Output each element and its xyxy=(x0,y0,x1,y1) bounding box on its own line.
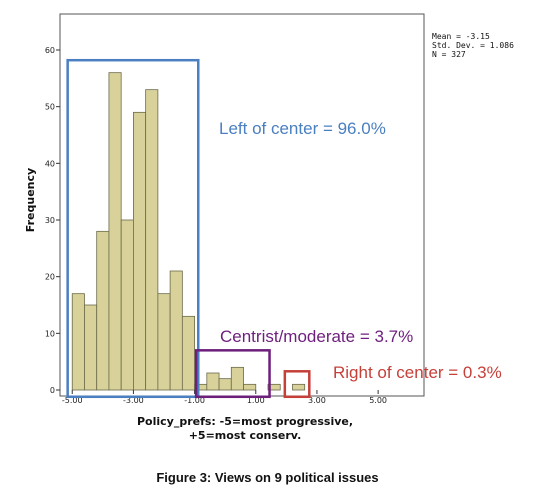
histogram-bar-8 xyxy=(169,270,183,391)
x-tick-label-5.00: 5.00 xyxy=(369,396,387,405)
annotation-label-1: Centrist/moderate = 3.7% xyxy=(220,327,413,346)
x-tick-label-1.00: 1.00 xyxy=(247,396,265,405)
y-axis: 0 10 20 30 40 50 60 xyxy=(45,46,60,395)
y-tick-label-20: 20 xyxy=(45,273,55,282)
x-tick-label--3.00: -3.00 xyxy=(123,396,144,405)
histogram-bar-12 xyxy=(218,378,232,391)
histogram-bar-1 xyxy=(84,304,98,391)
histogram-bar-9 xyxy=(181,315,195,391)
annotation-label-0: Left of center = 96.0% xyxy=(219,119,386,138)
histogram-chart: 0 10 20 30 40 50 60 -5.00 -3.00 -1.00 1.00 3.00 5.0… xyxy=(24,13,514,442)
histogram-bar-13 xyxy=(230,366,244,391)
x-axis-title-line1: Policy_prefs: -5=most progressive, xyxy=(137,415,353,428)
x-tick-label-3.00: 3.00 xyxy=(308,396,326,405)
x-tick-label--5.00: -5.00 xyxy=(62,396,83,405)
stats-line-1: Std. Dev. = 1.086 xyxy=(432,41,514,50)
annotation-box-1 xyxy=(194,349,271,399)
histogram-bar-11 xyxy=(206,372,220,391)
bars-group xyxy=(71,72,306,391)
histogram-bar-0 xyxy=(71,293,85,391)
y-axis-title: Frequency xyxy=(24,168,37,232)
annotations-group: Left of center = 96.0% Centrist/moderate … xyxy=(66,58,502,399)
histogram-bar-3 xyxy=(108,72,122,391)
histogram-bar-15 xyxy=(267,383,281,391)
histogram-bar-4 xyxy=(120,219,134,391)
annotation-box-0 xyxy=(66,58,200,399)
x-tick-label--1.00: -1.00 xyxy=(184,396,205,405)
annotation-label-2: Right of center = 0.3% xyxy=(333,363,502,382)
y-tick-label-10: 10 xyxy=(45,329,55,338)
figure-caption: Figure 3: Views on 9 political issues xyxy=(156,470,379,485)
y-tick-label-40: 40 xyxy=(45,159,55,168)
x-axis: -5.00 -3.00 -1.00 1.00 3.00 5.00 xyxy=(62,390,387,405)
histogram-bar-7 xyxy=(157,293,171,391)
y-tick-label-0: 0 xyxy=(50,386,55,395)
y-tick-label-60: 60 xyxy=(45,46,55,55)
histogram-bar-2 xyxy=(96,230,110,391)
histogram-bar-6 xyxy=(145,89,159,391)
annotation-box-2 xyxy=(283,370,311,399)
stats-line-0: Mean = -3.15 xyxy=(432,32,490,41)
histogram-bar-5 xyxy=(133,111,147,391)
histogram-bar-16 xyxy=(292,383,306,391)
y-tick-label-30: 30 xyxy=(45,216,55,225)
y-tick-label-50: 50 xyxy=(45,103,55,112)
stats-line-2: N = 327 xyxy=(432,50,466,59)
x-axis-title-line2: +5=most conserv. xyxy=(189,429,302,442)
histogram-bar-14 xyxy=(243,383,257,391)
